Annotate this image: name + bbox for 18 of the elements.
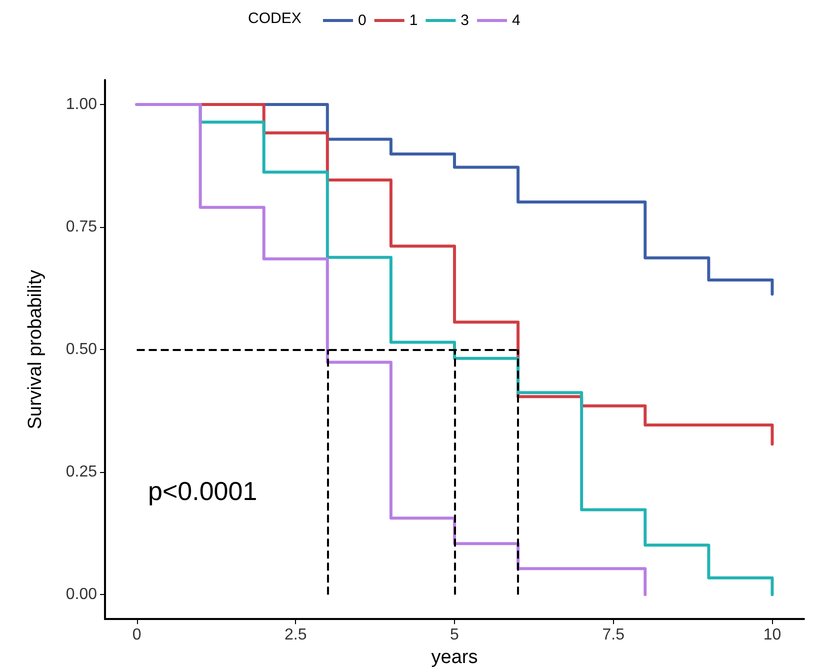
x-tick-label: 7.5 — [602, 626, 625, 644]
x-axis-title: years — [431, 647, 478, 668]
x-tick-label: 0 — [132, 626, 142, 644]
annotation: p<0.0001 — [148, 476, 258, 506]
legend-title: CODEX — [248, 10, 302, 27]
y-tick-label: 1.00 — [66, 96, 98, 114]
x-tick-label: 5 — [450, 626, 460, 644]
y-tick-label: 0.50 — [66, 341, 98, 358]
legend-label: 3 — [460, 12, 470, 29]
legend-label: 1 — [409, 12, 418, 29]
x-tick-label: 10 — [763, 626, 782, 644]
y-tick-label: 0.75 — [66, 218, 98, 236]
y-tick-label: 0.00 — [66, 586, 98, 604]
y-axis-title: Survival probability — [25, 269, 46, 430]
x-tick-label: 2.5 — [284, 626, 307, 644]
legend-label: 4 — [512, 12, 520, 29]
legend-label: 0 — [358, 12, 366, 29]
y-tick-label: 0.25 — [66, 464, 98, 481]
